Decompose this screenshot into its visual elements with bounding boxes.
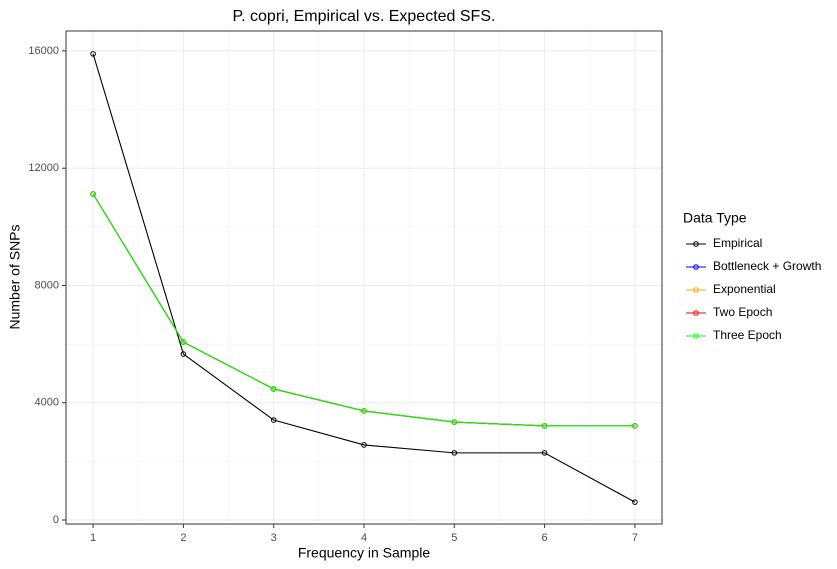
x-tick-label: 1 (90, 532, 96, 544)
data-point (451, 450, 458, 456)
y-tick-label: 16000 (28, 45, 59, 57)
legend-key-point (693, 241, 699, 247)
data-point (632, 499, 638, 505)
x-tick-label: 5 (451, 532, 457, 544)
data-point (451, 419, 458, 425)
data-point (632, 423, 638, 429)
data-point (180, 351, 187, 357)
legend-title: Data Type (683, 210, 747, 226)
legend-key-point (693, 310, 699, 316)
y-axis-label: Number of SNPs (7, 224, 23, 329)
legend-key-point (693, 287, 699, 293)
legend-label: Exponential (713, 282, 776, 296)
x-tick-label: 3 (271, 532, 277, 544)
data-point (270, 386, 277, 392)
chart-title: P. copri, Empirical vs. Expected SFS. (233, 8, 496, 25)
legend-label: Three Epoch (713, 328, 782, 342)
legend-key-point (693, 264, 699, 270)
legend-label: Empirical (713, 236, 762, 250)
x-tick-label: 6 (542, 532, 548, 544)
data-point (270, 417, 277, 423)
legend-label: Two Epoch (713, 305, 772, 319)
x-axis-label: Frequency in Sample (298, 545, 431, 561)
data-point (541, 450, 548, 456)
plot-border (65, 30, 663, 525)
x-tick-label: 4 (361, 532, 367, 544)
y-tick-label: 12000 (28, 162, 59, 174)
data-point (90, 191, 96, 197)
data-point (541, 423, 548, 429)
legend-label: Bottleneck + Growth (713, 259, 821, 273)
y-tick-label: 8000 (35, 279, 59, 291)
data-point (180, 339, 187, 345)
data-point (90, 51, 96, 57)
series-line (92, 193, 635, 427)
x-tick-label: 7 (632, 532, 638, 544)
series-line (92, 53, 636, 503)
data-point (361, 408, 367, 414)
x-tick-label: 2 (180, 532, 186, 544)
y-tick-label: 0 (53, 514, 59, 526)
y-tick-label: 4000 (35, 397, 59, 409)
data-point (361, 442, 367, 448)
legend-key-point (693, 333, 699, 339)
